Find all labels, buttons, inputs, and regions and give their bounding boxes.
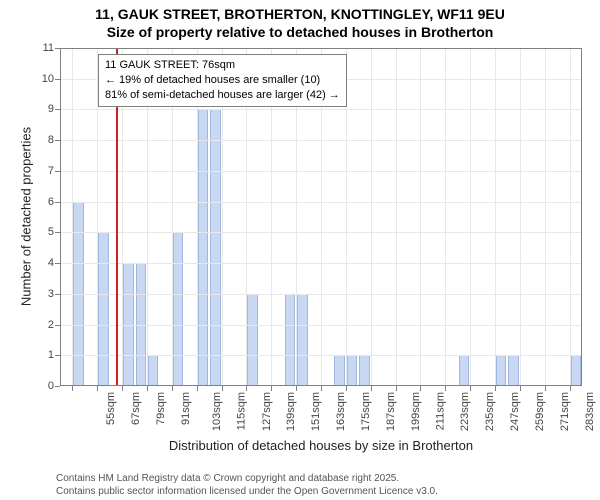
x-tick-mark <box>222 386 223 391</box>
x-tick-mark <box>97 386 98 391</box>
y-tick-label: 6 <box>48 196 54 208</box>
x-tick-label: 127sqm <box>261 392 273 431</box>
x-tick-mark <box>520 386 521 391</box>
x-tick-mark <box>396 386 397 391</box>
y-tick-mark <box>55 386 60 387</box>
x-tick-mark <box>321 386 322 391</box>
x-tick-label: 235sqm <box>484 392 496 431</box>
y-tick-mark <box>55 355 60 356</box>
x-tick-mark <box>346 386 347 391</box>
chart-title-line-2: Size of property relative to detached ho… <box>0 24 600 40</box>
y-tick-mark <box>55 202 60 203</box>
x-tick-label: 247sqm <box>509 392 521 431</box>
x-tick-mark <box>271 386 272 391</box>
x-tick-mark <box>445 386 446 391</box>
y-tick-mark <box>55 232 60 233</box>
x-tick-mark <box>495 386 496 391</box>
x-tick-label: 199sqm <box>410 392 422 431</box>
y-tick-mark <box>55 171 60 172</box>
footer-line-2: Contains public sector information licen… <box>56 485 438 498</box>
x-tick-mark <box>545 386 546 391</box>
x-tick-mark <box>122 386 123 391</box>
x-tick-label: 211sqm <box>434 392 446 430</box>
x-tick-mark <box>371 386 372 391</box>
x-tick-label: 175sqm <box>360 392 372 431</box>
y-tick-label: 0 <box>48 380 54 392</box>
y-tick-label: 9 <box>48 103 54 115</box>
x-tick-mark <box>470 386 471 391</box>
y-tick-mark <box>55 48 60 49</box>
x-tick-label: 163sqm <box>335 392 347 431</box>
x-tick-mark <box>296 386 297 391</box>
y-tick-mark <box>55 140 60 141</box>
x-tick-label: 187sqm <box>385 392 397 431</box>
y-tick-label: 7 <box>48 165 54 177</box>
x-tick-label: 151sqm <box>310 392 322 431</box>
y-tick-label: 10 <box>42 73 54 85</box>
x-tick-mark <box>246 386 247 391</box>
y-tick-label: 1 <box>48 349 54 361</box>
y-tick-label: 2 <box>48 319 54 331</box>
y-tick-mark <box>55 263 60 264</box>
y-tick-label: 3 <box>48 288 54 300</box>
x-tick-label: 271sqm <box>559 392 571 431</box>
x-tick-label: 103sqm <box>211 392 223 431</box>
y-tick-mark <box>55 294 60 295</box>
y-tick-label: 11 <box>43 42 54 54</box>
footer-line-1: Contains HM Land Registry data © Crown c… <box>56 472 438 485</box>
y-tick-mark <box>55 109 60 110</box>
x-tick-mark <box>72 386 73 391</box>
x-tick-mark <box>197 386 198 391</box>
x-tick-mark <box>147 386 148 391</box>
y-tick-mark <box>55 325 60 326</box>
x-tick-label: 259sqm <box>534 392 546 431</box>
x-tick-label: 223sqm <box>460 392 472 431</box>
x-tick-mark <box>420 386 421 391</box>
y-axis-label: Number of detached properties <box>19 48 34 386</box>
y-tick-label: 5 <box>48 226 54 238</box>
chart-container: 11, GAUK STREET, BROTHERTON, KNOTTINGLEY… <box>0 0 600 500</box>
chart-title-line-1: 11, GAUK STREET, BROTHERTON, KNOTTINGLEY… <box>0 6 600 22</box>
x-tick-label: 91sqm <box>180 392 192 425</box>
copyright-footer: Contains HM Land Registry data © Crown c… <box>56 472 438 498</box>
y-tick-mark <box>55 79 60 80</box>
x-tick-label: 283sqm <box>584 392 596 431</box>
x-tick-label: 139sqm <box>286 392 298 431</box>
x-tick-label: 79sqm <box>155 392 167 425</box>
y-tick-label: 8 <box>48 134 54 146</box>
x-tick-label: 67sqm <box>130 392 142 425</box>
chart-frame <box>60 48 582 386</box>
x-axis-label: Distribution of detached houses by size … <box>60 438 582 453</box>
y-tick-label: 4 <box>48 257 54 269</box>
x-tick-mark <box>172 386 173 391</box>
x-tick-mark <box>570 386 571 391</box>
x-tick-label: 55sqm <box>105 392 117 425</box>
chart-plot-area: 11 GAUK STREET: 76sqm ← 19% of detached … <box>60 48 582 386</box>
x-tick-label: 115sqm <box>235 392 247 430</box>
